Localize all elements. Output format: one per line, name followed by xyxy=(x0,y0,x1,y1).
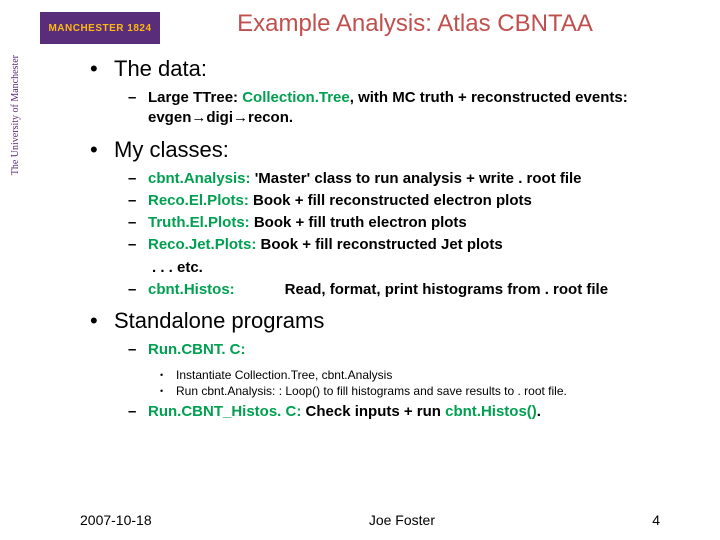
list-item: –Reco.El.Plots: Book + fill reconstructe… xyxy=(128,191,700,211)
bullet-icon: • xyxy=(90,137,114,163)
slide-footer: 2007-10-18 Joe Foster 4 xyxy=(0,512,720,528)
footer-page: 4 xyxy=(652,512,660,528)
list-item: –cbnt.Analysis: 'Master' class to run an… xyxy=(128,169,700,189)
dash-icon: – xyxy=(128,213,148,233)
section-classes: • My classes: xyxy=(90,137,700,163)
section-heading: The data: xyxy=(114,56,207,82)
etc-text: . . . etc. xyxy=(152,258,700,278)
dash-icon: – xyxy=(128,402,148,422)
list-item: –Truth.El.Plots: Book + fill truth elect… xyxy=(128,213,700,233)
highlight-text: Collection.Tree xyxy=(242,89,350,106)
square-icon: • xyxy=(160,384,176,396)
footer-author: Joe Foster xyxy=(369,512,435,528)
list-item: –Reco.Jet.Plots: Book + fill reconstruct… xyxy=(128,235,700,255)
dash-icon: – xyxy=(128,88,148,108)
dash-icon: – xyxy=(128,340,148,360)
list-item: •Run cbnt.Analysis: : Loop() to fill his… xyxy=(160,384,700,398)
dash-icon: – xyxy=(128,280,148,300)
bullet-icon: • xyxy=(90,308,114,334)
section-heading: Standalone programs xyxy=(114,308,324,334)
section-data: • The data: xyxy=(90,56,700,82)
dash-icon: – xyxy=(128,235,148,255)
square-icon: • xyxy=(160,368,176,380)
section-heading: My classes: xyxy=(114,137,229,163)
bullet-icon: • xyxy=(90,56,114,82)
list-item: –cbnt.Histos: Read, format, print histog… xyxy=(128,280,700,300)
dash-icon: – xyxy=(128,169,148,189)
list-item: –Run.CBNT_Histos. C: Check inputs + run … xyxy=(128,402,700,422)
dash-icon: – xyxy=(128,191,148,211)
university-name: The University of Manchester xyxy=(10,55,22,175)
main-list: • The data: – Large TTree: Collection.Tr… xyxy=(90,56,700,423)
footer-date: 2007-10-18 xyxy=(80,512,152,528)
section-programs: • Standalone programs xyxy=(90,308,700,334)
list-item: –Run.CBNT. C: xyxy=(128,340,700,360)
list-item: •Instantiate Collection.Tree, cbnt.Analy… xyxy=(160,368,700,382)
list-item: – Large TTree: Collection.Tree, with MC … xyxy=(128,88,700,129)
slide-title: Example Analysis: Atlas CBNTAA xyxy=(130,10,700,38)
slide-content: Example Analysis: Atlas CBNTAA • The dat… xyxy=(90,10,700,500)
